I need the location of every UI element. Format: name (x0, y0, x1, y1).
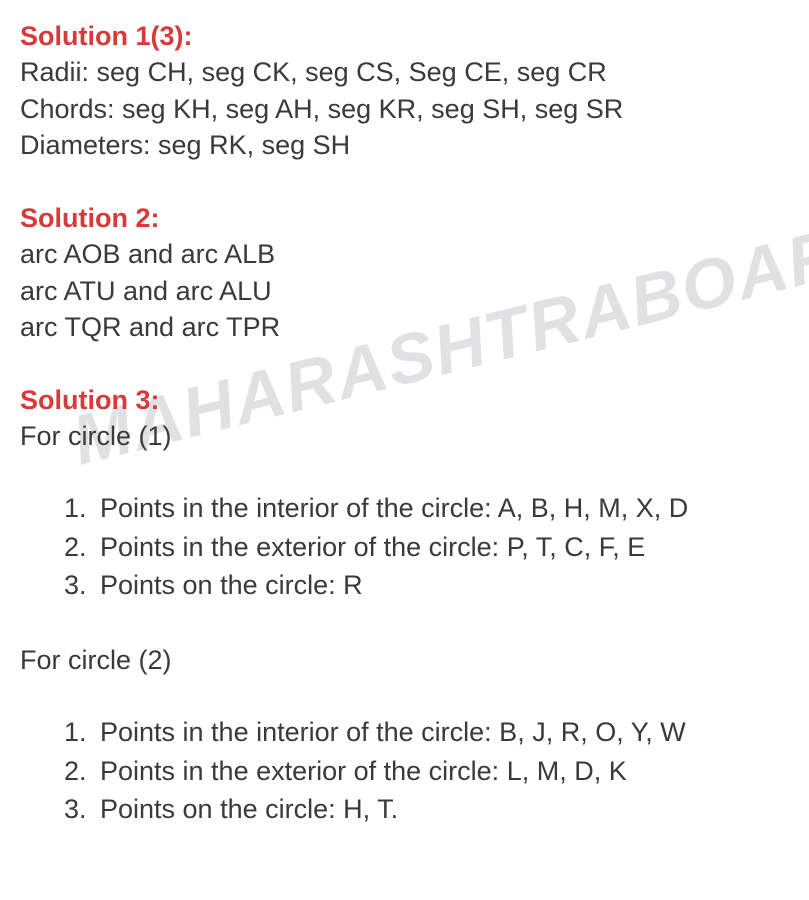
solution-3-circle-2-label: For circle (2) (20, 642, 789, 678)
solution-1-chords: Chords: seg KH, seg AH, seg KR, seg SH, … (20, 91, 789, 127)
solution-3-heading: Solution 3: (20, 382, 789, 418)
list-item: Points in the interior of the circle: B,… (94, 714, 789, 750)
solution-3-circle-1-list: Points in the interior of the circle: A,… (20, 490, 789, 603)
solution-1-heading: Solution 1(3): (20, 18, 789, 54)
document-content: Solution 1(3): Radii: seg CH, seg CK, se… (20, 18, 789, 827)
solution-3-circle-1-label: For circle (1) (20, 418, 789, 454)
solution-2-heading: Solution 2: (20, 200, 789, 236)
list-item: Points in the exterior of the circle: L,… (94, 753, 789, 789)
list-item: Points in the exterior of the circle: P,… (94, 529, 789, 565)
list-item: Points in the interior of the circle: A,… (94, 490, 789, 526)
solution-2-line-2: arc ATU and arc ALU (20, 273, 789, 309)
list-item: Points on the circle: R (94, 567, 789, 603)
solution-1-diameters: Diameters: seg RK, seg SH (20, 127, 789, 163)
list-item: Points on the circle: H, T. (94, 791, 789, 827)
solution-1-radii: Radii: seg CH, seg CK, seg CS, Seg CE, s… (20, 54, 789, 90)
solution-2-line-1: arc AOB and arc ALB (20, 236, 789, 272)
solution-3-circle-2-list: Points in the interior of the circle: B,… (20, 714, 789, 827)
solution-2-line-3: arc TQR and arc TPR (20, 309, 789, 345)
